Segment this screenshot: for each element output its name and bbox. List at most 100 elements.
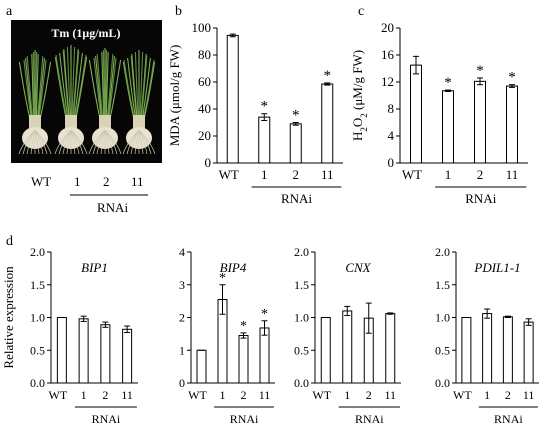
x-tick-label: 2 xyxy=(477,167,484,182)
seedling-root-hair xyxy=(138,129,148,155)
chart-c: 0 4 8 12 16 20 WT * 1 * 2 * 11 RNAi H2O2 (μM/g FW) xyxy=(350,20,528,206)
bar xyxy=(385,313,396,384)
seedling-root-hair xyxy=(130,129,140,155)
bar xyxy=(100,324,111,384)
x-tick-label: 11 xyxy=(321,167,334,182)
y-tick-label: 0 xyxy=(205,155,212,170)
x-tick-label: 11 xyxy=(121,388,133,402)
significance-marker: * xyxy=(261,307,268,322)
significance-marker: * xyxy=(476,63,484,79)
seedling-root-hair xyxy=(104,129,122,155)
seedling-root-hair xyxy=(138,129,144,155)
y-tick-label: 0.0 xyxy=(30,376,45,390)
seedling-root-hair xyxy=(138,129,156,155)
x-tick-label: 1 xyxy=(220,388,226,402)
photo-label-wt: WT xyxy=(31,174,51,189)
y-tick-label: 0.5 xyxy=(294,343,309,357)
y-tick-label: 2.0 xyxy=(30,245,45,259)
x-tick-label: WT xyxy=(219,167,239,182)
chart-title: BIP4 xyxy=(220,260,247,275)
seedling-root-hair xyxy=(30,129,36,155)
seedling-root-hair xyxy=(88,129,106,155)
seedling-root-hair xyxy=(92,129,106,155)
seedling-root-hair xyxy=(26,129,36,155)
x-tick-label: 2 xyxy=(366,388,372,402)
x-tick-label: WT xyxy=(188,388,207,402)
group-label: RNAi xyxy=(465,191,496,206)
x-tick-label: 11 xyxy=(259,388,271,402)
seedling-root-hair xyxy=(18,129,36,155)
y-tick-label: 1.5 xyxy=(435,278,450,292)
x-tick-label: 1 xyxy=(344,388,350,402)
x-tick-label: 11 xyxy=(523,388,535,402)
group-label: RNAi xyxy=(281,191,312,206)
bar xyxy=(122,328,133,384)
y-tick-label: 0.0 xyxy=(435,376,450,390)
significance-marker: * xyxy=(240,319,247,334)
seedling-stem-base xyxy=(99,115,111,129)
bar xyxy=(78,318,89,384)
x-tick-label: WT xyxy=(49,388,68,402)
group-label: RNAi xyxy=(230,412,259,426)
seedling-stem-base xyxy=(65,115,77,129)
seedling-stem-base xyxy=(133,115,145,129)
x-tick-label: 11 xyxy=(384,388,396,402)
seedling-root-hair xyxy=(104,129,118,155)
x-tick-label: 1 xyxy=(81,388,87,402)
y-tick-label: 0.0 xyxy=(294,376,309,390)
photo-group-label: RNAi xyxy=(97,200,128,215)
y-tick-label: 20 xyxy=(198,128,211,143)
seedling-root-hair xyxy=(100,129,106,155)
photo-label-1: 1 xyxy=(74,174,81,189)
bar xyxy=(342,310,353,384)
seedling-root-hair xyxy=(138,129,152,155)
chart-title: BIP1 xyxy=(81,260,108,275)
y-tick-label: 100 xyxy=(192,20,212,35)
y-tick-label: 1.5 xyxy=(30,278,45,292)
y-tick-label: 3 xyxy=(179,278,185,292)
y-tick-label: 4 xyxy=(388,128,395,143)
y-tick-label: 2 xyxy=(179,311,185,325)
x-tick-label: 11 xyxy=(506,167,519,182)
seedling-root-hair xyxy=(126,129,140,155)
y-tick-label: 8 xyxy=(388,101,395,116)
y-tick-label: 80 xyxy=(198,47,211,62)
significance-marker: * xyxy=(219,271,226,286)
chart-title: PDIL1-1 xyxy=(473,260,520,275)
seedling-root-hair xyxy=(34,129,52,155)
seedlings xyxy=(18,45,156,155)
seedling-root-hair xyxy=(58,129,72,155)
photo-axis: WT 1 2 11 RNAi xyxy=(31,174,148,215)
y-tick-label: 1.5 xyxy=(294,278,309,292)
seedling-root-hair xyxy=(96,129,106,155)
y-tick-label: 0 xyxy=(388,155,395,170)
seedling-root-hair xyxy=(34,129,44,155)
panel-label-b: b xyxy=(175,4,182,19)
bar xyxy=(474,80,486,164)
x-tick-label: WT xyxy=(453,388,472,402)
y-tick-label: 1.0 xyxy=(30,311,45,325)
significance-marker: * xyxy=(508,70,516,86)
x-tick-label: 2 xyxy=(241,388,247,402)
chart-title: CNX xyxy=(345,260,371,275)
y-tick-label: 60 xyxy=(198,74,211,89)
chart-b: 0 20 40 60 80 100 WT * 1 * 2 * 11 RNAi MDA (μmol/g FW) xyxy=(167,20,343,206)
seedling-root-hair xyxy=(22,129,36,155)
seedling-root-hair xyxy=(34,129,40,155)
bar xyxy=(56,317,67,384)
panel-label-a: a xyxy=(6,4,13,19)
seedling-root-hair xyxy=(70,129,84,155)
x-tick-label: 1 xyxy=(261,167,268,182)
photo-label-2: 2 xyxy=(103,174,110,189)
bar xyxy=(196,349,207,384)
seedling-illustration: Tm (1μg/mL) xyxy=(11,20,162,163)
bar xyxy=(238,335,249,384)
bar xyxy=(523,321,534,384)
group-label: RNAi xyxy=(494,412,523,426)
seedling-root-hair xyxy=(34,129,48,155)
y-tick-label: 0 xyxy=(179,376,185,390)
